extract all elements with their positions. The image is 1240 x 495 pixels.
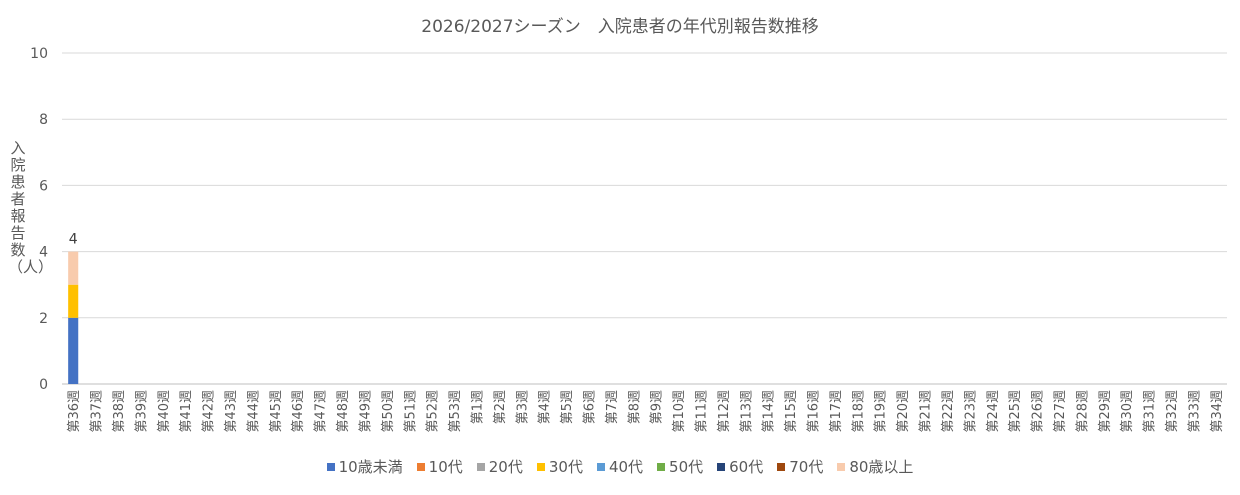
x-tick-label: 第51週 bbox=[403, 390, 418, 433]
legend-swatch bbox=[777, 462, 786, 471]
x-tick-label: 第25週 bbox=[1008, 390, 1023, 433]
legend-label: 10代 bbox=[428, 458, 463, 476]
data-label: 4 bbox=[69, 232, 78, 248]
bar-segment bbox=[68, 251, 79, 285]
legend-item: 10歳未満 bbox=[326, 456, 403, 477]
x-tick-label: 第31週 bbox=[1143, 390, 1158, 433]
x-tick-label: 第6週 bbox=[582, 390, 597, 424]
bar-series bbox=[68, 251, 79, 384]
legend-label: 30代 bbox=[548, 458, 583, 476]
x-tick-label: 第44週 bbox=[246, 390, 261, 433]
x-tick-label: 第19週 bbox=[874, 390, 889, 433]
legend-item: 70代 bbox=[777, 456, 823, 477]
x-tick-label: 第47週 bbox=[314, 390, 329, 433]
legend-label: 80歳以上 bbox=[849, 458, 914, 476]
legend-swatch bbox=[416, 462, 425, 471]
legend-swatch bbox=[657, 462, 666, 471]
gridlines bbox=[62, 52, 1227, 385]
x-tick-label: 第39週 bbox=[134, 390, 149, 433]
x-tick-label: 第52週 bbox=[426, 390, 441, 433]
legend-item: 20代 bbox=[476, 456, 523, 477]
x-tick-label: 第28週 bbox=[1075, 390, 1090, 433]
x-tick-label: 第26週 bbox=[1031, 390, 1046, 433]
x-tick-label: 第24週 bbox=[986, 390, 1001, 433]
legend-item: 40代 bbox=[596, 456, 644, 477]
bar-segment bbox=[68, 284, 79, 318]
legend-swatch bbox=[596, 462, 605, 471]
y-tick-label: 4 bbox=[39, 245, 48, 261]
x-tick-label: 第36週 bbox=[67, 390, 82, 433]
x-tick-label: 第27週 bbox=[1053, 390, 1068, 433]
y-tick-label: 8 bbox=[39, 112, 48, 128]
x-tick-label: 第48週 bbox=[336, 390, 351, 433]
legend-label: 60代 bbox=[729, 458, 764, 476]
legend: 10歳未満 10代 20代 30代 40代 50代 60代 70代 80歳以上 bbox=[0, 456, 1240, 477]
legend-swatch bbox=[476, 462, 485, 471]
y-tick-labels: 0 2 4 6 8 10 bbox=[30, 46, 48, 393]
x-tick-label: 第53週 bbox=[448, 390, 463, 433]
x-tick-label: 第49週 bbox=[358, 390, 373, 433]
x-tick-labels: 第36週 第37週 第38週 第39週 第40週 第41週 第42週 第43週 第44週 第45週… bbox=[67, 390, 1225, 433]
x-tick-label: 第1週 bbox=[470, 390, 485, 424]
x-tick-label: 第20週 bbox=[896, 390, 911, 433]
y-tick-label: 2 bbox=[39, 311, 48, 327]
x-tick-label: 第45週 bbox=[269, 390, 284, 433]
x-tick-label: 第32週 bbox=[1165, 390, 1180, 433]
chart-title: 2026/2027シーズン 入院患者の年代別報告数推移 bbox=[421, 17, 819, 37]
legend-label: 40代 bbox=[608, 458, 644, 476]
x-tick-label: 第33週 bbox=[1187, 390, 1202, 433]
bar-segment bbox=[68, 317, 79, 384]
x-tick-label: 第8週 bbox=[627, 390, 642, 424]
legend-item: 30代 bbox=[536, 456, 583, 477]
legend-label: 70代 bbox=[789, 458, 824, 476]
legend-swatch bbox=[536, 462, 545, 471]
legend-item: 80歳以上 bbox=[837, 456, 913, 477]
y-tick-label: 0 bbox=[39, 377, 48, 393]
x-tick-label: 第16週 bbox=[807, 390, 822, 433]
x-tick-label: 第5週 bbox=[560, 390, 575, 424]
legend-label: 50代 bbox=[669, 458, 704, 476]
x-tick-label: 第29週 bbox=[1098, 390, 1113, 433]
x-tick-label: 第37週 bbox=[90, 390, 105, 433]
x-tick-label: 第10週 bbox=[672, 390, 687, 433]
x-tick-label: 第17週 bbox=[829, 390, 844, 433]
x-tick-label: 第50週 bbox=[381, 390, 396, 433]
x-tick-label: 第30週 bbox=[1120, 390, 1135, 433]
x-tick-label: 第7週 bbox=[605, 390, 620, 424]
x-tick-label: 第43週 bbox=[224, 390, 239, 433]
x-tick-label: 第21週 bbox=[919, 390, 934, 433]
x-tick-label: 第22週 bbox=[941, 390, 956, 433]
legend-item: 50代 bbox=[657, 456, 703, 477]
y-tick-label: 6 bbox=[39, 178, 48, 194]
x-tick-label: 第18週 bbox=[851, 390, 866, 433]
x-tick-label: 第14週 bbox=[762, 390, 777, 433]
x-tick-label: 第12週 bbox=[717, 390, 732, 433]
y-tick-label: 10 bbox=[30, 46, 48, 62]
x-tick-label: 第23週 bbox=[963, 390, 978, 433]
x-tick-label: 第13週 bbox=[739, 390, 754, 433]
x-tick-label: 第46週 bbox=[291, 390, 306, 433]
legend-swatch bbox=[717, 462, 726, 471]
legend-item: 60代 bbox=[717, 456, 763, 477]
legend-label: 10歳未満 bbox=[338, 458, 403, 476]
x-tick-label: 第3週 bbox=[515, 390, 530, 424]
legend-label: 20代 bbox=[488, 458, 523, 476]
legend-item: 10代 bbox=[416, 456, 463, 477]
x-tick-label: 第40週 bbox=[157, 390, 172, 433]
data-labels: 4 bbox=[69, 232, 78, 248]
x-tick-label: 第9週 bbox=[650, 390, 665, 424]
x-tick-label: 第42週 bbox=[202, 390, 217, 433]
x-tick-label: 第34週 bbox=[1210, 390, 1225, 433]
x-tick-label: 第4週 bbox=[538, 390, 553, 424]
x-tick-label: 第41週 bbox=[179, 390, 194, 433]
x-tick-label: 第2週 bbox=[493, 390, 508, 424]
legend-swatch bbox=[837, 462, 846, 471]
x-tick-label: 第11週 bbox=[695, 390, 710, 433]
x-tick-label: 第38週 bbox=[112, 390, 127, 433]
legend-swatch bbox=[326, 462, 335, 471]
x-tick-label: 第15週 bbox=[784, 390, 799, 433]
